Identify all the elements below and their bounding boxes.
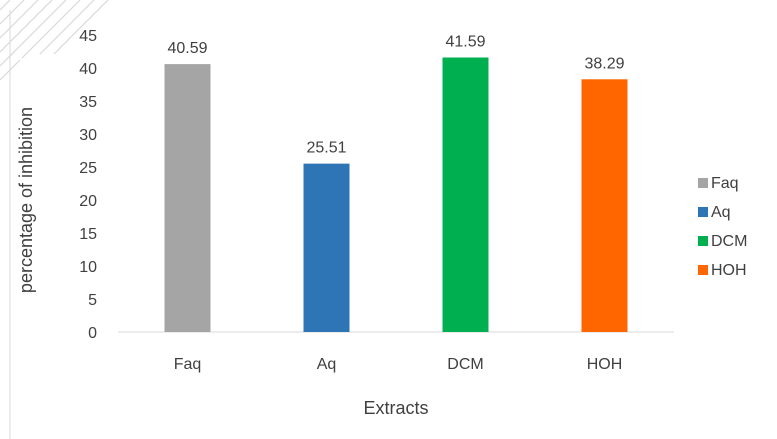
legend-label: DCM bbox=[711, 233, 747, 250]
bar-hoh bbox=[581, 79, 628, 332]
y-tick-label: 25 bbox=[79, 160, 97, 177]
legend-label: HOH bbox=[711, 262, 747, 279]
legend-label: Faq bbox=[711, 175, 739, 192]
data-label: 25.51 bbox=[306, 140, 346, 157]
y-tick-label: 5 bbox=[88, 292, 97, 309]
x-axis-title: Extracts bbox=[363, 398, 428, 418]
legend-swatch bbox=[698, 265, 708, 275]
y-tick-label: 0 bbox=[88, 325, 97, 342]
data-label: 41.59 bbox=[445, 34, 485, 51]
legend-swatch bbox=[698, 178, 708, 188]
bar-aq bbox=[303, 163, 350, 332]
x-tick-label: Aq bbox=[317, 356, 337, 373]
bars: 40.59 25.51 41.59 38.29 bbox=[164, 34, 628, 332]
legend-label: Aq bbox=[711, 204, 731, 221]
legend: Faq Aq DCM HOH bbox=[698, 175, 747, 279]
data-label: 40.59 bbox=[167, 40, 207, 57]
y-tick-label: 15 bbox=[79, 226, 97, 243]
x-tick-label: DCM bbox=[447, 356, 483, 373]
x-axis-ticks: Faq Aq DCM HOH bbox=[174, 356, 623, 373]
legend-swatch bbox=[698, 236, 708, 246]
decorative-hatch bbox=[0, 0, 109, 81]
legend-swatch bbox=[698, 207, 708, 217]
bar-dcm bbox=[442, 57, 489, 332]
y-tick-label: 40 bbox=[79, 61, 97, 78]
y-tick-label: 20 bbox=[79, 193, 97, 210]
bar-faq bbox=[164, 64, 211, 332]
y-tick-label: 45 bbox=[79, 28, 97, 45]
y-axis-ticks: 0 5 10 15 20 25 30 35 40 45 bbox=[79, 28, 97, 342]
data-label: 38.29 bbox=[584, 55, 624, 72]
x-tick-label: HOH bbox=[587, 356, 623, 373]
x-tick-label: Faq bbox=[174, 356, 202, 373]
y-tick-label: 10 bbox=[79, 259, 97, 276]
y-tick-label: 35 bbox=[79, 94, 97, 111]
y-axis-title: percentage of inhibition bbox=[16, 107, 36, 293]
y-tick-label: 30 bbox=[79, 127, 97, 144]
